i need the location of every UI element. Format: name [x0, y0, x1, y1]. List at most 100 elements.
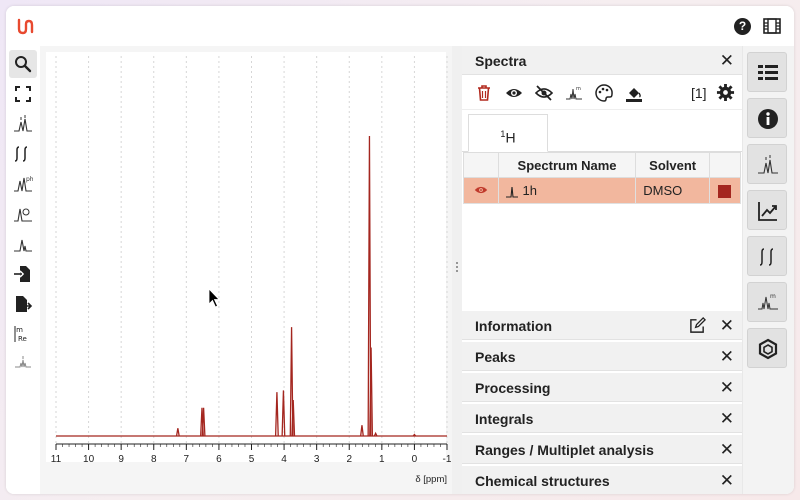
eye-icon[interactable] [474, 185, 488, 195]
integrals-panel-header[interactable]: Integrals ✕ [462, 404, 742, 433]
full-screen-button[interactable] [9, 80, 37, 108]
chart-panel-button[interactable] [747, 190, 787, 230]
fill-color-icon[interactable] [625, 84, 643, 102]
color-column-header [709, 152, 741, 178]
logo-icon [17, 18, 34, 35]
multiplet-button[interactable] [9, 350, 37, 378]
baseline-correction-icon [14, 208, 32, 222]
show-all-icon[interactable] [505, 84, 523, 102]
x-tick-label: 2 [346, 454, 352, 465]
spectra-panel-title: Spectra [475, 53, 527, 69]
svg-text:Re: Re [18, 335, 27, 343]
structure-icon [758, 338, 778, 360]
hide-all-icon[interactable] [535, 84, 553, 102]
integrals-icon [759, 248, 774, 266]
svg-text:Im: Im [14, 326, 23, 334]
close-icon[interactable]: ✕ [719, 440, 734, 459]
integral-button[interactable] [9, 140, 37, 168]
close-icon[interactable]: ✕ [719, 378, 734, 397]
ranges-panel-button[interactable]: m [747, 282, 787, 322]
processing-panel-header[interactable]: Processing ✕ [462, 373, 742, 402]
tab-1h[interactable]: 1H [468, 114, 548, 152]
svg-text:m: m [576, 86, 581, 92]
structures-panel-button[interactable] [747, 328, 787, 368]
solvent-column-header[interactable]: Solvent [635, 152, 711, 178]
spectrum-name-cell[interactable]: 1h [497, 177, 637, 204]
spectra-toolbar: m [1] [462, 76, 742, 110]
panel-splitter[interactable] [452, 46, 462, 494]
import-icon [14, 266, 30, 282]
phase-correction-button[interactable]: ph [9, 170, 37, 198]
spectrum-color-swatch[interactable] [718, 185, 732, 199]
information-panel-button[interactable] [747, 98, 787, 138]
spectrum-chart[interactable]: 11 10 9 8 7 6 5 4 3 2 1 0 -1 δ [ppm] [40, 46, 452, 494]
top-bar: ? [6, 6, 794, 46]
x-tick-label: 11 [51, 454, 62, 465]
integrals-panel-button[interactable] [747, 236, 787, 276]
help-icon[interactable]: ? [734, 18, 751, 35]
table-header-row: Spectrum Name Solvent [463, 152, 741, 178]
ranges-panel-title: Ranges / Multiplet analysis [475, 442, 654, 458]
close-icon[interactable]: ✕ [719, 409, 734, 428]
color-cell[interactable] [709, 177, 741, 204]
chemical-structures-panel-header[interactable]: Chemical structures ✕ [462, 466, 742, 494]
svg-text:ph: ph [26, 176, 33, 183]
close-icon[interactable]: ✕ [719, 347, 734, 366]
peak-picking-button[interactable] [9, 110, 37, 138]
spectrum-svg[interactable]: 11 10 9 8 7 6 5 4 3 2 1 0 -1δ [ppm] [40, 46, 452, 494]
information-panel-title: Information [475, 318, 552, 334]
peaks-panel-button[interactable] [747, 144, 787, 184]
spectra-panel-button[interactable] [747, 52, 787, 92]
x-tick-label: 4 [281, 454, 287, 465]
integrals-panel-title: Integrals [475, 411, 534, 427]
edit-icon[interactable] [689, 317, 706, 334]
visibility-cell[interactable] [463, 177, 499, 204]
spectrum-name: 1h [522, 183, 537, 198]
import-button[interactable] [9, 260, 37, 288]
x-tick-label: 9 [118, 454, 124, 465]
close-icon[interactable]: ✕ [719, 471, 734, 490]
full-screen-icon [15, 86, 31, 102]
tab-nucleus-mass: 1 [500, 129, 506, 139]
x-tick-label: 8 [151, 454, 157, 465]
left-toolbar: ph Im Re [6, 46, 40, 494]
integral-icon [14, 146, 28, 162]
gear-icon[interactable] [716, 83, 735, 102]
processing-panel-title: Processing [475, 380, 551, 396]
multiplet-display-icon[interactable]: m [565, 84, 583, 102]
peak-button[interactable] [9, 230, 37, 258]
export-icon [16, 296, 33, 312]
film-icon[interactable] [763, 18, 781, 34]
real-imaginary-button[interactable]: Im Re [9, 320, 37, 348]
zoom-tool-button[interactable] [9, 50, 37, 78]
trash-icon[interactable] [475, 84, 493, 102]
x-tick-label: 3 [314, 454, 320, 465]
app-window: ? ph [6, 6, 794, 494]
export-button[interactable] [9, 290, 37, 318]
baseline-correction-button[interactable] [9, 200, 37, 228]
close-icon[interactable]: ✕ [719, 316, 734, 335]
right-panel-bar: m [742, 46, 794, 494]
solvent-cell[interactable]: DMSO [635, 177, 711, 204]
peaks-panel-header[interactable]: Peaks ✕ [462, 342, 742, 371]
svg-text:m: m [770, 293, 776, 300]
spectrum-name-column-header[interactable]: Spectrum Name [497, 152, 637, 178]
phase-correction-icon: ph [14, 176, 33, 192]
x-tick-label: 0 [412, 454, 418, 465]
ranges-panel-header[interactable]: Ranges / Multiplet analysis ✕ [462, 435, 742, 464]
x-axis-label: δ [ppm] [415, 474, 447, 485]
spectra-panel-header[interactable]: Spectra ✕ [462, 46, 742, 75]
chart-icon [758, 202, 777, 221]
spectrum-peak [369, 347, 374, 437]
table-row[interactable]: 1h DMSO [463, 177, 741, 204]
tab-nucleus-label: H [505, 129, 516, 146]
drag-handle-icon [456, 262, 458, 272]
spectrum-peak [201, 407, 206, 437]
close-icon[interactable]: ✕ [719, 51, 734, 70]
side-panel: Spectra ✕ m [1] 1H Spectrum Name Solvent [462, 46, 742, 494]
spectra-count: [1] [691, 85, 707, 101]
chemical-structures-panel-title: Chemical structures [475, 473, 610, 489]
information-panel-header[interactable]: Information ✕ [462, 311, 742, 340]
palette-icon[interactable] [595, 84, 613, 102]
